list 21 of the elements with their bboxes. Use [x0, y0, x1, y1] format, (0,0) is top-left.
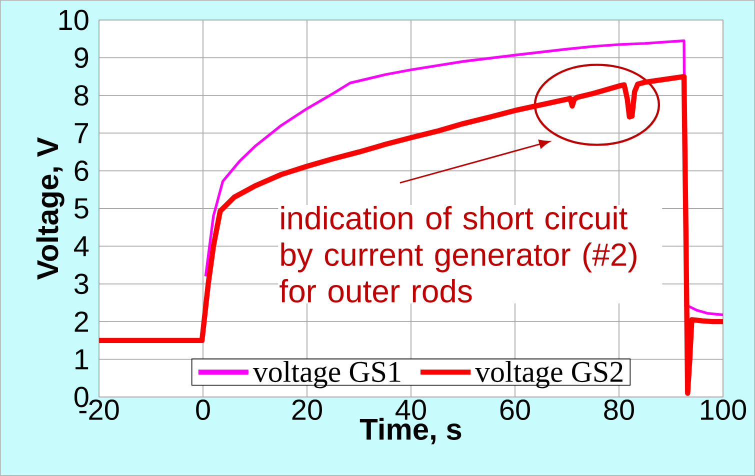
x-tick-label: 100: [701, 400, 746, 420]
y-tick-label: 9: [74, 47, 88, 68]
y-tick-label: 1: [76, 349, 88, 370]
y-tick-label: 7: [74, 123, 88, 144]
y-tick-label: 8: [74, 85, 88, 106]
y-tick-label: 4: [74, 236, 89, 256]
y-tick-label: 3: [74, 274, 88, 294]
annotation: indication of short circuit by current generator (#2) for outer rods: [280, 206, 636, 303]
y-axis-title: Voltage, V: [36, 137, 64, 280]
x-tick-label: 80: [604, 400, 634, 420]
x-axis-title: Time, s: [360, 418, 462, 444]
legend-label: voltage GS2: [474, 360, 622, 388]
y-tick-label: 5: [74, 198, 88, 219]
y-tick-label: 6: [74, 160, 88, 182]
y-tick-label: 10: [59, 10, 88, 30]
x-tick-label: 0: [196, 400, 210, 420]
x-tick-label: 40: [396, 400, 426, 420]
y-tick-label: 2: [74, 311, 88, 332]
x-tick-label: 20: [292, 400, 322, 420]
x-tick-label: 60: [500, 400, 530, 420]
legend-label: voltage GS1: [252, 360, 400, 388]
